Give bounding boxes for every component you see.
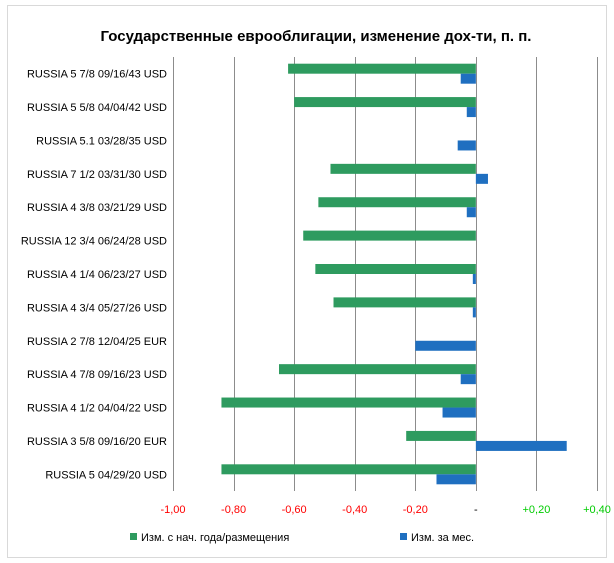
- bar-s2-7: [472, 307, 476, 318]
- bar-s1-5: [303, 230, 476, 241]
- category-label-0: RUSSIA 5 7/8 09/16/43 USD: [27, 69, 167, 81]
- category-label-3: RUSSIA 7 1/2 03/31/30 USD: [27, 169, 167, 181]
- category-label-11: RUSSIA 3 5/8 09/16/20 EUR: [27, 436, 167, 448]
- category-label-12: RUSSIA 5 04/29/20 USD: [45, 469, 167, 481]
- bar-s2-6: [472, 274, 476, 284]
- x-tick-label-0: -1,00: [160, 504, 185, 516]
- legend-label-1: Изм. с нач. года/размещения: [141, 532, 289, 544]
- bar-s1-12: [221, 464, 476, 475]
- bar-s1-3: [330, 163, 476, 174]
- bar-s2-0: [460, 73, 476, 84]
- category-label-1: RUSSIA 5 5/8 04/04/42 USD: [27, 102, 167, 114]
- bar-s2-10: [442, 407, 476, 418]
- category-labels: RUSSIA 5 7/8 09/16/43 USD RUSSIA 5 5/8 04…: [21, 69, 167, 482]
- bar-s2-4: [466, 207, 476, 218]
- x-tick-label-3: -0,40: [342, 504, 367, 516]
- category-label-8: RUSSIA 2 7/8 12/04/25 EUR: [27, 336, 167, 348]
- bar-s2-12: [436, 474, 476, 485]
- legend: Изм. с нач. года/размещения Изм. за мес.: [130, 532, 474, 544]
- bar-s2-9: [460, 374, 476, 385]
- bar-s1-4: [318, 197, 476, 208]
- bar-s1-7: [333, 297, 476, 308]
- x-tick-labels: -1,00 -0,80 -0,60 -0,40 -0,20 - +0,20 +0,40: [160, 504, 610, 516]
- chart-title: Государственные еврооблигации, изменение…: [101, 28, 532, 45]
- bar-s1-1: [294, 97, 476, 108]
- category-label-10: RUSSIA 4 1/2 04/04/22 USD: [27, 403, 167, 415]
- x-tick-label-1: -0,80: [221, 504, 246, 516]
- bar-s2-3: [475, 173, 488, 184]
- x-tick-label-7: +0,40: [583, 504, 611, 516]
- bar-s1-6: [315, 264, 476, 274]
- bar-s1-10: [221, 397, 476, 408]
- bar-s2-2: [457, 140, 476, 151]
- x-tick-label-2: -0,60: [282, 504, 307, 516]
- category-label-4: RUSSIA 4 3/8 03/21/29 USD: [27, 202, 167, 214]
- bar-s2-11: [475, 440, 567, 451]
- category-label-9: RUSSIA 4 7/8 09/16/23 USD: [27, 369, 167, 381]
- bar-s1-9: [279, 364, 476, 375]
- bar-s2-1: [466, 107, 476, 118]
- bars: [221, 63, 567, 485]
- legend-swatch-2: [400, 533, 407, 540]
- category-label-6: RUSSIA 4 1/4 06/23/27 USD: [27, 269, 167, 281]
- x-tick-label-5: -: [474, 504, 478, 516]
- category-label-2: RUSSIA 5.1 03/28/35 USD: [36, 135, 167, 147]
- x-tick-label-4: -0,20: [403, 504, 428, 516]
- bar-s1-0: [288, 63, 476, 74]
- bar-s1-11: [406, 430, 476, 441]
- bar-s2-8: [415, 340, 476, 351]
- legend-swatch-1: [130, 533, 137, 540]
- x-tick-label-6: +0,20: [523, 504, 551, 516]
- legend-label-2: Изм. за мес.: [411, 532, 474, 544]
- category-label-7: RUSSIA 4 3/4 05/27/26 USD: [27, 302, 167, 314]
- category-label-5: RUSSIA 12 3/4 06/24/28 USD: [21, 236, 167, 248]
